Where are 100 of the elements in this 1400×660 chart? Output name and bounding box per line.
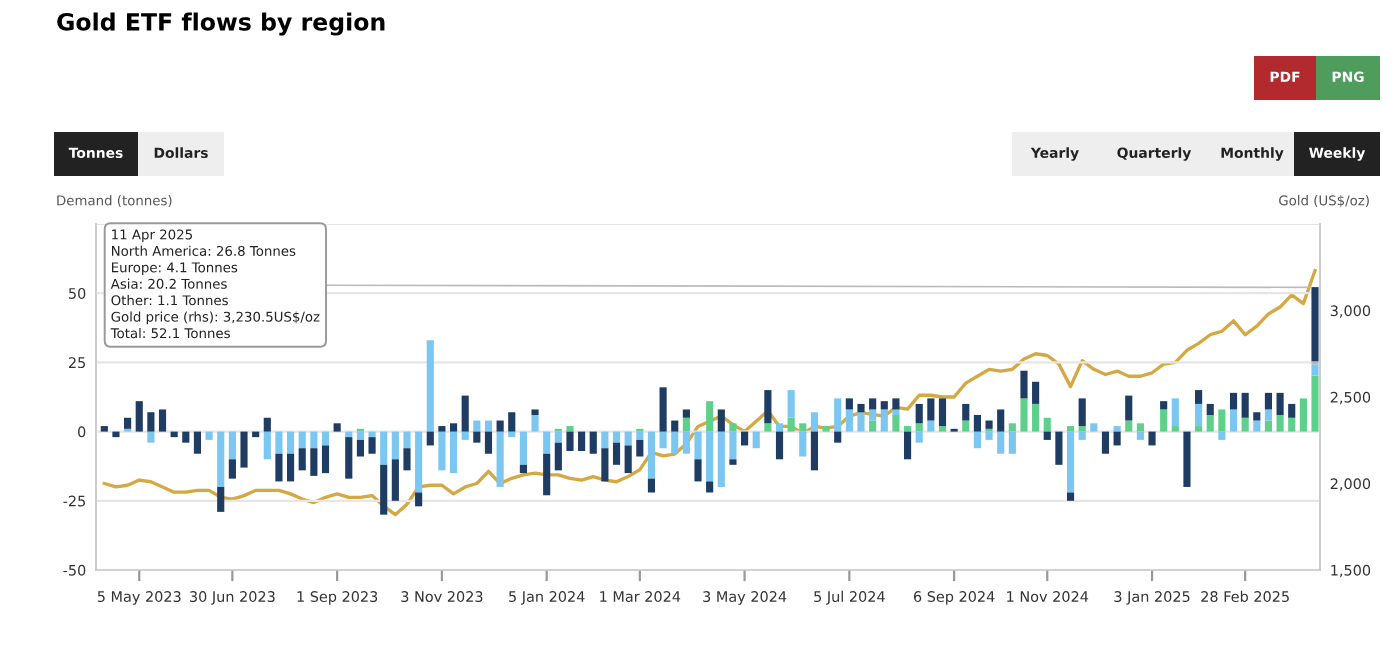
bar bbox=[228, 431, 236, 460]
bar bbox=[1264, 392, 1273, 410]
bar bbox=[1020, 370, 1028, 399]
bar bbox=[938, 426, 947, 432]
bar bbox=[1066, 426, 1075, 432]
bar bbox=[741, 431, 749, 446]
bar bbox=[380, 464, 388, 515]
bar bbox=[857, 403, 865, 413]
bar bbox=[1078, 398, 1086, 427]
bar bbox=[484, 420, 493, 432]
bar bbox=[1136, 423, 1144, 432]
bar bbox=[531, 409, 539, 415]
bar bbox=[682, 409, 690, 418]
bar bbox=[775, 423, 784, 432]
bar bbox=[915, 423, 923, 432]
bar bbox=[438, 426, 446, 432]
bar bbox=[473, 431, 481, 443]
bar bbox=[263, 431, 271, 460]
bar bbox=[869, 420, 877, 432]
bar bbox=[135, 401, 143, 432]
bar bbox=[962, 420, 970, 432]
bar bbox=[461, 395, 469, 432]
bar bbox=[1101, 431, 1110, 454]
bar bbox=[1288, 417, 1296, 432]
bar bbox=[228, 459, 236, 479]
bar bbox=[1125, 395, 1133, 421]
bar bbox=[1195, 403, 1203, 427]
bar bbox=[764, 390, 772, 424]
bar bbox=[1183, 431, 1191, 487]
bar bbox=[601, 431, 609, 449]
bar bbox=[426, 340, 434, 432]
bar bbox=[706, 401, 714, 432]
bar bbox=[543, 453, 551, 496]
bar bbox=[1276, 392, 1284, 415]
bar bbox=[217, 431, 225, 487]
bar bbox=[1311, 375, 1319, 432]
bar bbox=[915, 403, 923, 424]
bar bbox=[659, 431, 667, 449]
bar bbox=[566, 426, 574, 432]
bar bbox=[1299, 398, 1307, 432]
bar bbox=[275, 453, 283, 482]
bar bbox=[799, 431, 807, 457]
bar bbox=[717, 431, 725, 487]
bar bbox=[275, 431, 283, 454]
bar bbox=[112, 431, 120, 438]
bar bbox=[287, 431, 295, 454]
bar bbox=[729, 431, 737, 460]
bar bbox=[717, 409, 725, 432]
bar bbox=[484, 431, 493, 454]
bar bbox=[1078, 431, 1086, 440]
bar bbox=[205, 431, 213, 440]
bar bbox=[857, 412, 865, 432]
bar bbox=[554, 442, 562, 471]
bar bbox=[1043, 417, 1051, 432]
bar bbox=[1066, 431, 1075, 493]
bar bbox=[321, 445, 330, 474]
bar bbox=[1148, 431, 1156, 446]
bar bbox=[612, 442, 621, 465]
bar bbox=[997, 409, 1005, 432]
bar bbox=[298, 431, 306, 449]
chart-title: Gold ETF flows by region bbox=[57, 12, 385, 36]
bar bbox=[1253, 420, 1261, 432]
bar bbox=[706, 431, 714, 482]
bar bbox=[1008, 423, 1016, 432]
bar bbox=[1090, 423, 1098, 432]
bar bbox=[834, 398, 842, 432]
bar bbox=[589, 431, 597, 454]
bar bbox=[240, 431, 248, 468]
bar bbox=[519, 431, 527, 465]
bar bbox=[391, 459, 399, 501]
bar bbox=[380, 431, 388, 465]
bar bbox=[647, 478, 656, 493]
bar bbox=[1136, 431, 1144, 440]
bar bbox=[1206, 403, 1214, 415]
bar bbox=[845, 398, 853, 410]
bar bbox=[403, 431, 411, 449]
bar bbox=[1066, 492, 1075, 501]
bar bbox=[1218, 409, 1226, 432]
bar bbox=[1113, 426, 1121, 432]
bar bbox=[1055, 431, 1063, 465]
bar bbox=[519, 464, 527, 474]
bar bbox=[426, 431, 434, 446]
bar bbox=[869, 398, 877, 410]
bar bbox=[368, 431, 376, 438]
bar bbox=[1206, 414, 1214, 432]
bar bbox=[508, 412, 516, 432]
bar bbox=[927, 420, 935, 432]
bar bbox=[1311, 364, 1319, 376]
bar bbox=[147, 412, 155, 432]
bar bbox=[682, 431, 690, 454]
bar bbox=[391, 431, 399, 460]
bar bbox=[345, 437, 353, 479]
bar bbox=[415, 492, 423, 507]
bar bbox=[1032, 381, 1040, 404]
bar bbox=[1253, 412, 1261, 421]
bar bbox=[566, 431, 574, 451]
bar bbox=[310, 431, 318, 449]
bar bbox=[775, 431, 784, 460]
bar bbox=[764, 423, 772, 432]
bar bbox=[1171, 398, 1179, 427]
